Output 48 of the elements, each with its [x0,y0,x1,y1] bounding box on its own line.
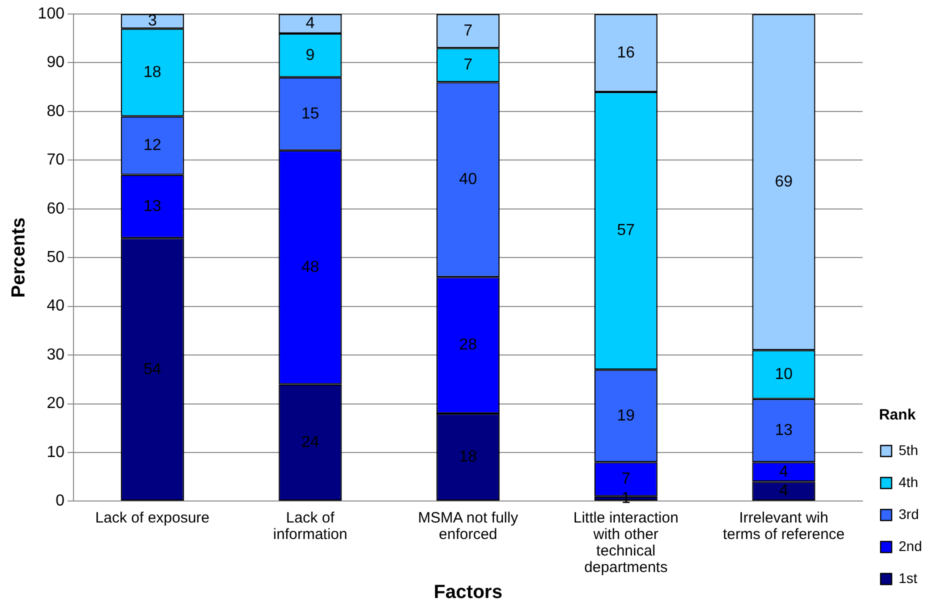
data-label: 4 [779,482,788,500]
legend-label: 5th [898,442,918,458]
y-tick-label: 70 [46,152,65,169]
data-label: 69 [774,173,793,190]
y-axis-title: Percents [8,217,30,298]
y-tick-label: 20 [46,395,65,412]
data-label: 12 [144,136,162,154]
data-label: 7 [621,470,630,488]
legend-label: 3rd [898,506,919,522]
data-label: 16 [617,44,635,62]
x-tick-label: MSMA not fully enforced [418,510,519,544]
data-label: 7 [464,56,473,74]
legend-label: 1st [898,570,918,586]
legend-title: Rank [878,406,916,424]
data-label: 3 [148,12,157,30]
data-label: 4 [779,463,788,480]
data-label: 48 [301,258,320,276]
y-tick-label: 100 [38,5,65,22]
y-tick-label: 80 [46,102,65,120]
legend-label: 4th [898,474,918,490]
data-label: 57 [617,222,635,240]
x-tick-label: Irrelevant wih terms of reference [722,510,845,544]
x-axis-title: Factors [434,582,502,603]
y-tick-label: 90 [46,54,65,72]
data-label: 19 [617,407,635,424]
x-tick-label: Little interaction with other technical departments [573,510,678,576]
data-label: 24 [301,434,320,451]
y-tick-label: 50 [46,249,65,266]
data-label: 7 [464,22,473,40]
data-label: 28 [459,336,478,354]
data-label: 13 [774,422,793,439]
legend-label: 2nd [898,538,922,554]
data-label: 9 [306,46,315,64]
data-label: 54 [144,360,162,378]
y-tick-label: 30 [46,346,65,364]
data-label: 18 [459,448,478,466]
y-tick-label: 10 [46,444,65,461]
data-label: 15 [301,105,320,122]
data-label: 18 [144,64,162,81]
data-label: 10 [774,366,793,383]
y-tick-label: 40 [46,298,65,315]
y-tick-label: 60 [46,200,65,218]
data-label: 13 [144,198,162,215]
data-label: 4 [306,15,315,32]
x-tick-label: Lack of exposure [95,510,210,527]
data-label: 40 [459,171,478,188]
y-tick-label: 0 [56,492,65,510]
x-tick-label: Lack of information [273,510,348,544]
